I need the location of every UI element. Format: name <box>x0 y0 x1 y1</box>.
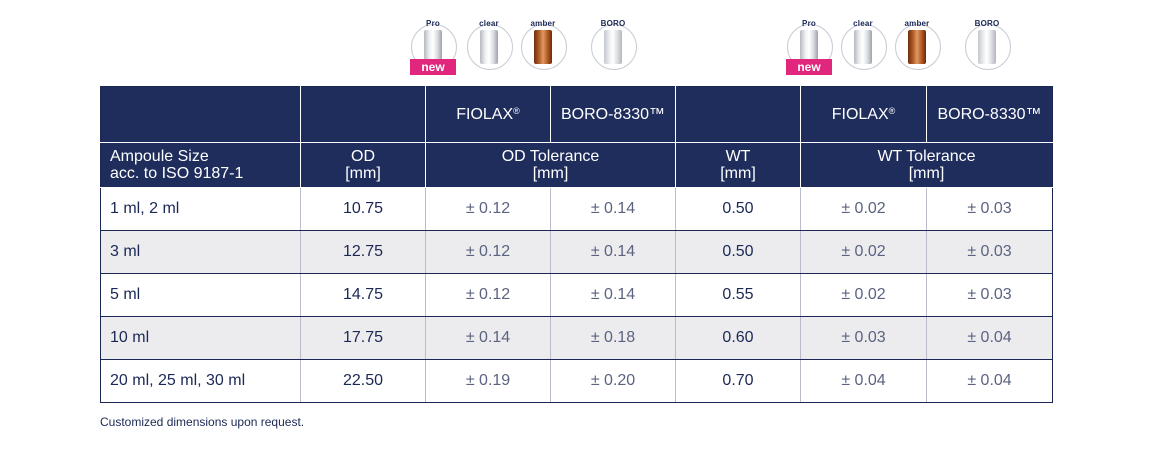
vial-legend-od: Pro new clear amber BORO <box>408 18 638 80</box>
fiolax-label: FIOLAX <box>456 105 514 123</box>
header-empty-cell <box>300 86 426 143</box>
cell-wt-tol-boro: ± 0.03 <box>926 187 1053 231</box>
vial-amber: amber <box>892 18 942 76</box>
column-header-ampoule-size: Ampoule Size acc. to ISO 9187-1 <box>100 142 301 188</box>
cell-od-tol-fiolax: ± 0.19 <box>425 359 551 403</box>
cell-od-tol-fiolax: ± 0.14 <box>425 316 551 360</box>
cell-od: 22.50 <box>300 359 426 403</box>
cell-wt-tol-fiolax: ± 0.04 <box>800 359 927 403</box>
column-header-wt-tolerance: WT Tolerance [mm] <box>800 142 1053 188</box>
vial-clear-label: clear <box>479 19 499 28</box>
wt-label: WT <box>725 148 751 165</box>
cell-od: 12.75 <box>300 230 426 274</box>
column-header-od: OD [mm] <box>300 142 426 188</box>
cell-size: 3 ml <box>100 230 301 274</box>
cell-size: 5 ml <box>100 273 301 317</box>
vial-clear-icon <box>854 30 872 64</box>
header-empty-cell <box>675 86 801 143</box>
cell-size: 1 ml, 2 ml <box>100 187 301 231</box>
ampoule-size-standard: acc. to ISO 9187-1 <box>110 165 244 182</box>
cell-wt: 0.55 <box>675 273 801 317</box>
wt-tolerance-unit: [mm] <box>908 165 945 182</box>
table-row: 1 ml, 2 ml 10.75 ± 0.12 ± 0.14 0.50 ± 0.… <box>100 187 1053 231</box>
vial-boro-label: BORO <box>600 19 626 28</box>
cell-wt-tol-boro: ± 0.03 <box>926 230 1053 274</box>
new-badge: new <box>410 59 456 75</box>
registered-mark: ® <box>888 105 896 116</box>
cell-wt: 0.50 <box>675 187 801 231</box>
table-row: 20 ml, 25 ml, 30 ml 22.50 ± 0.19 ± 0.20 … <box>100 359 1053 403</box>
cell-wt: 0.50 <box>675 230 801 274</box>
vial-boro-icon <box>978 30 996 64</box>
od-tolerance-label: OD Tolerance <box>501 148 600 165</box>
registered-mark: ® <box>513 105 520 116</box>
vial-amber-label: amber <box>904 19 930 28</box>
footnote: Customized dimensions upon request. <box>100 415 305 429</box>
ampoule-dimensions-table: FIOLAX® BORO-8330™ FIOLAX® BORO-8330™ Am… <box>100 86 1053 403</box>
vial-boro: BORO <box>962 18 1012 76</box>
cell-wt-tol-fiolax: ± 0.02 <box>800 230 927 274</box>
header-empty-cell <box>100 86 301 143</box>
vial-pro-label: Pro <box>426 19 440 28</box>
cell-od-tol-boro: ± 0.14 <box>550 273 676 317</box>
vial-pro-icon <box>800 30 818 64</box>
cell-od-tol-boro: ± 0.20 <box>550 359 676 403</box>
table-row: 10 ml 17.75 ± 0.14 ± 0.18 0.60 ± 0.03 ± … <box>100 316 1053 360</box>
cell-od: 17.75 <box>300 316 426 360</box>
cell-wt-tol-boro: ± 0.04 <box>926 316 1053 360</box>
vial-boro: BORO <box>588 18 638 76</box>
vial-clear-icon <box>480 30 498 64</box>
table-row: 3 ml 12.75 ± 0.12 ± 0.14 0.50 ± 0.02 ± 0… <box>100 230 1053 274</box>
cell-wt-tol-boro: ± 0.03 <box>926 273 1053 317</box>
od-tolerance-unit: [mm] <box>532 165 569 182</box>
vial-amber-icon <box>908 30 926 64</box>
table-row: 5 ml 14.75 ± 0.12 ± 0.14 0.55 ± 0.02 ± 0… <box>100 273 1053 317</box>
header-fiolax-od: FIOLAX® <box>425 86 551 143</box>
od-label: OD <box>351 148 375 165</box>
cell-od: 14.75 <box>300 273 426 317</box>
cell-od-tol-boro: ± 0.14 <box>550 230 676 274</box>
vial-pro: Pro new <box>784 18 834 76</box>
cell-wt-tol-fiolax: ± 0.02 <box>800 187 927 231</box>
cell-od-tol-boro: ± 0.18 <box>550 316 676 360</box>
cell-wt: 0.60 <box>675 316 801 360</box>
header-fiolax-wt: FIOLAX® <box>800 86 927 143</box>
vial-pro: Pro new <box>408 18 458 76</box>
cell-wt-tol-fiolax: ± 0.02 <box>800 273 927 317</box>
vial-pro-label: Pro <box>802 19 816 28</box>
cell-od: 10.75 <box>300 187 426 231</box>
header-row-materials: FIOLAX® BORO-8330™ FIOLAX® BORO-8330™ <box>100 86 1053 143</box>
vial-clear: clear <box>464 18 514 76</box>
cell-od-tol-fiolax: ± 0.12 <box>425 230 551 274</box>
wt-tolerance-label: WT Tolerance <box>877 148 976 165</box>
cell-wt: 0.70 <box>675 359 801 403</box>
header-row-columns: Ampoule Size acc. to ISO 9187-1 OD [mm] … <box>100 142 1053 188</box>
vial-clear: clear <box>838 18 888 76</box>
ampoule-size-label: Ampoule Size <box>110 148 209 165</box>
wt-unit: [mm] <box>720 165 756 182</box>
cell-od-tol-fiolax: ± 0.12 <box>425 187 551 231</box>
vial-pro-icon <box>424 30 442 64</box>
header-boro-od: BORO-8330™ <box>550 86 676 143</box>
vial-amber-icon <box>534 30 552 64</box>
fiolax-label: FIOLAX <box>831 105 889 123</box>
new-badge: new <box>786 59 832 75</box>
cell-size: 10 ml <box>100 316 301 360</box>
vial-legend-wt: Pro new clear amber BORO <box>782 18 1014 80</box>
vial-boro-icon <box>604 30 622 64</box>
cell-wt-tol-fiolax: ± 0.03 <box>800 316 927 360</box>
vial-boro-label: BORO <box>974 19 1000 28</box>
column-header-wt: WT [mm] <box>675 142 801 188</box>
cell-od-tol-boro: ± 0.14 <box>550 187 676 231</box>
cell-od-tol-fiolax: ± 0.12 <box>425 273 551 317</box>
header-boro-wt: BORO-8330™ <box>926 86 1053 143</box>
cell-wt-tol-boro: ± 0.04 <box>926 359 1053 403</box>
vial-clear-label: clear <box>853 19 873 28</box>
od-unit: [mm] <box>345 165 381 182</box>
vial-amber: amber <box>518 18 568 76</box>
vial-amber-label: amber <box>530 19 556 28</box>
cell-size: 20 ml, 25 ml, 30 ml <box>100 359 301 403</box>
column-header-od-tolerance: OD Tolerance [mm] <box>425 142 676 188</box>
